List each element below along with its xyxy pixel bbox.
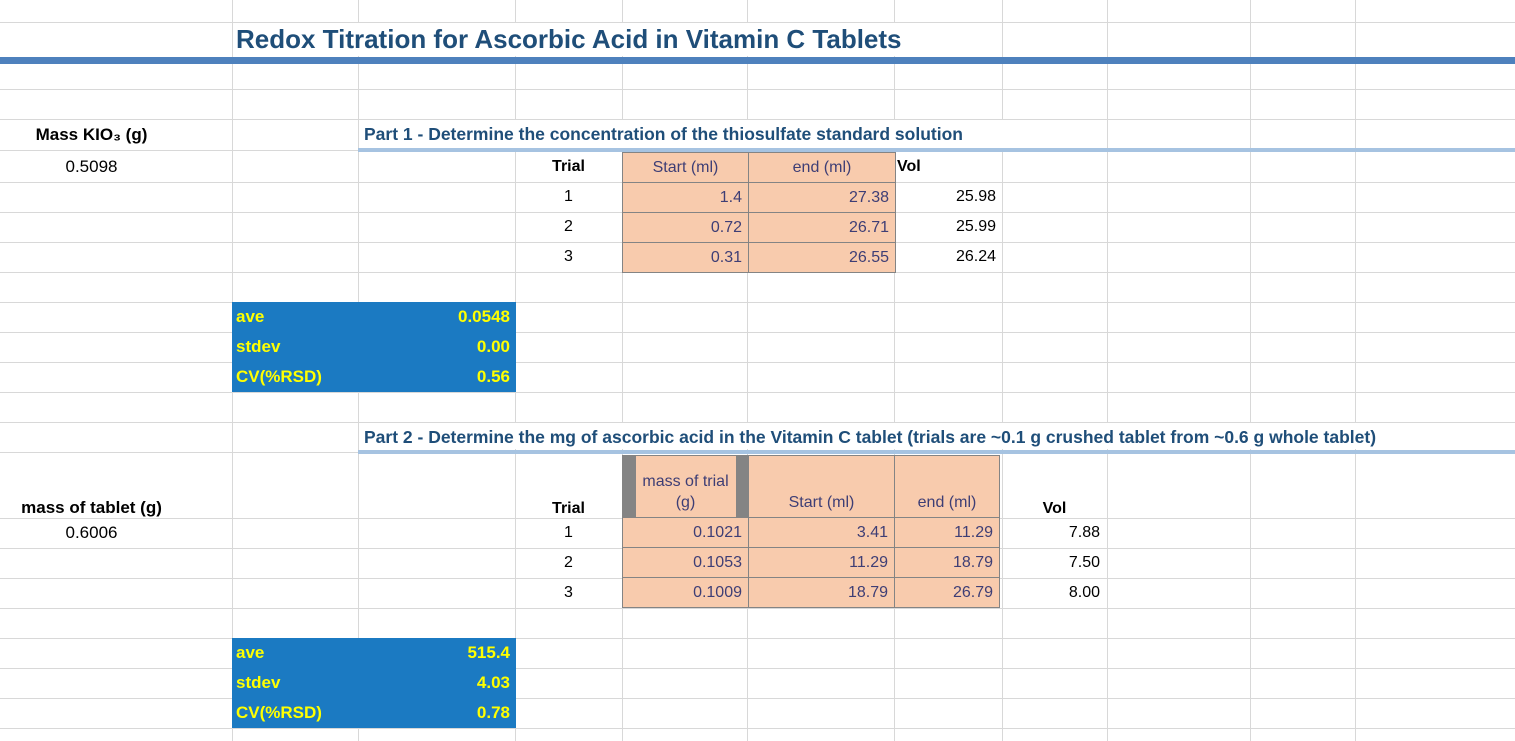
grid-line: [0, 608, 1515, 609]
part2-cv-label[interactable]: CV(%RSD): [236, 703, 322, 722]
grid-line: [0, 452, 358, 453]
part2-trial-number[interactable]: 2: [564, 554, 573, 571]
grid-line: [0, 150, 358, 151]
kio3-label-cell[interactable]: Mass KIO₃ (g): [35, 124, 148, 144]
part1-heading-background: [359, 120, 1039, 148]
grid-line: [0, 638, 1515, 639]
part1-ave-value[interactable]: 0.0548: [458, 307, 510, 326]
part2-stats-box: ave 515.4 stdev 4.03 CV(%RSD) 0.78: [232, 638, 516, 728]
part2-mass-value[interactable]: 0.1021: [623, 518, 748, 547]
part2-end-value[interactable]: 11.29: [895, 518, 999, 547]
part1-vol-value[interactable]: 25.98: [955, 188, 996, 205]
grid-line: [0, 119, 1515, 120]
grid-line: [1107, 0, 1108, 741]
part1-end-value[interactable]: 26.71: [749, 213, 895, 242]
part1-ave-label[interactable]: ave: [236, 307, 265, 326]
part1-end-value[interactable]: 27.38: [749, 183, 895, 212]
part1-cv-value[interactable]: 0.56: [476, 367, 510, 386]
grid-line: [1250, 0, 1251, 741]
part1-header-start[interactable]: Start (ml): [623, 153, 748, 182]
part2-trial-number[interactable]: 1: [564, 524, 573, 541]
part2-header-mass[interactable]: mass of trial (g): [635, 456, 736, 517]
part2-mass-value[interactable]: 0.1053: [623, 548, 748, 577]
part2-end-value[interactable]: 26.79: [895, 578, 999, 607]
part1-start-value[interactable]: 0.72: [623, 213, 748, 242]
part1-heading-underline: [358, 148, 1515, 152]
part2-ave-value[interactable]: 515.4: [467, 643, 510, 662]
part2-mass-value[interactable]: 0.1009: [623, 578, 748, 607]
kio3-value-cell[interactable]: 0.5098: [65, 157, 118, 176]
part1-buret-readings-table: Start (ml) end (ml) 1.4 27.38 0.72 26.71…: [622, 152, 896, 273]
part2-heading[interactable]: Part 2 - Determine the mg of ascorbic ac…: [364, 426, 1377, 447]
part2-end-value[interactable]: 18.79: [895, 548, 999, 577]
part1-stats-box: ave 0.0548 stdev 0.00 CV(%RSD) 0.56: [232, 302, 516, 392]
part2-vol-value[interactable]: 8.00: [1068, 584, 1100, 601]
grid-line: [0, 668, 1515, 669]
grid-line: [0, 89, 1515, 90]
grid-line: [0, 698, 1515, 699]
part2-header-vol[interactable]: Vol: [1042, 500, 1067, 517]
grid-line: [0, 422, 1515, 423]
part2-measurements-table: mass of trial (g) Start (ml) end (ml) 0.…: [622, 455, 1000, 608]
part2-vol-value[interactable]: 7.88: [1068, 524, 1100, 541]
grid-line: [0, 302, 1515, 303]
part2-stdev-value[interactable]: 4.03: [476, 673, 510, 692]
part2-start-value[interactable]: 11.29: [749, 548, 894, 577]
part2-start-value[interactable]: 3.41: [749, 518, 894, 547]
part2-heading-background: [359, 423, 1512, 449]
grid-line: [1355, 0, 1356, 741]
grid-line: [1002, 0, 1003, 741]
part1-trial-number[interactable]: 1: [564, 188, 573, 205]
part2-heading-underline: [358, 450, 1515, 454]
grid-line: [622, 0, 623, 741]
sheet-title[interactable]: Redox Titration for Ascorbic Acid in Vit…: [236, 24, 902, 54]
tablet-mass-value-cell[interactable]: 0.6006: [65, 523, 118, 542]
grid-line: [747, 0, 748, 741]
part1-end-value[interactable]: 26.55: [749, 243, 895, 272]
part1-heading[interactable]: Part 1 - Determine the concentration of …: [364, 123, 963, 144]
part1-vol-value[interactable]: 25.99: [955, 218, 996, 235]
grid-line: [0, 728, 1515, 729]
part1-trial-number[interactable]: 3: [564, 248, 573, 265]
part2-trial-number[interactable]: 3: [564, 584, 573, 601]
grid-line: [0, 332, 1515, 333]
part1-start-value[interactable]: 1.4: [623, 183, 748, 212]
part2-header-trial[interactable]: Trial: [552, 500, 585, 517]
grid-line: [0, 392, 1515, 393]
part1-header-trial[interactable]: Trial: [552, 158, 585, 175]
part1-stdev-value[interactable]: 0.00: [476, 337, 510, 356]
part1-header-vol[interactable]: Vol: [897, 158, 921, 175]
part2-stdev-label[interactable]: stdev: [236, 673, 281, 692]
part1-start-value[interactable]: 0.31: [623, 243, 748, 272]
part2-cv-value[interactable]: 0.78: [476, 703, 510, 722]
grid-line: [0, 362, 1515, 363]
title-cell-background: [233, 23, 905, 56]
part2-header-end[interactable]: end (ml): [895, 456, 999, 517]
part1-stdev-label[interactable]: stdev: [236, 337, 281, 356]
part2-header-start[interactable]: Start (ml): [749, 456, 894, 517]
title-accent-bar: [0, 57, 1515, 64]
part2-start-value[interactable]: 18.79: [749, 578, 894, 607]
part1-header-end[interactable]: end (ml): [749, 153, 895, 182]
grid-line: [0, 22, 1515, 23]
tablet-mass-label-cell[interactable]: mass of tablet (g): [21, 498, 162, 517]
part1-cv-label[interactable]: CV(%RSD): [236, 367, 322, 386]
part1-vol-value[interactable]: 26.24: [955, 248, 996, 265]
part2-ave-label[interactable]: ave: [236, 643, 265, 662]
part2-vol-value[interactable]: 7.50: [1068, 554, 1100, 571]
part1-trial-number[interactable]: 2: [564, 218, 573, 235]
grid-line: [894, 0, 895, 741]
